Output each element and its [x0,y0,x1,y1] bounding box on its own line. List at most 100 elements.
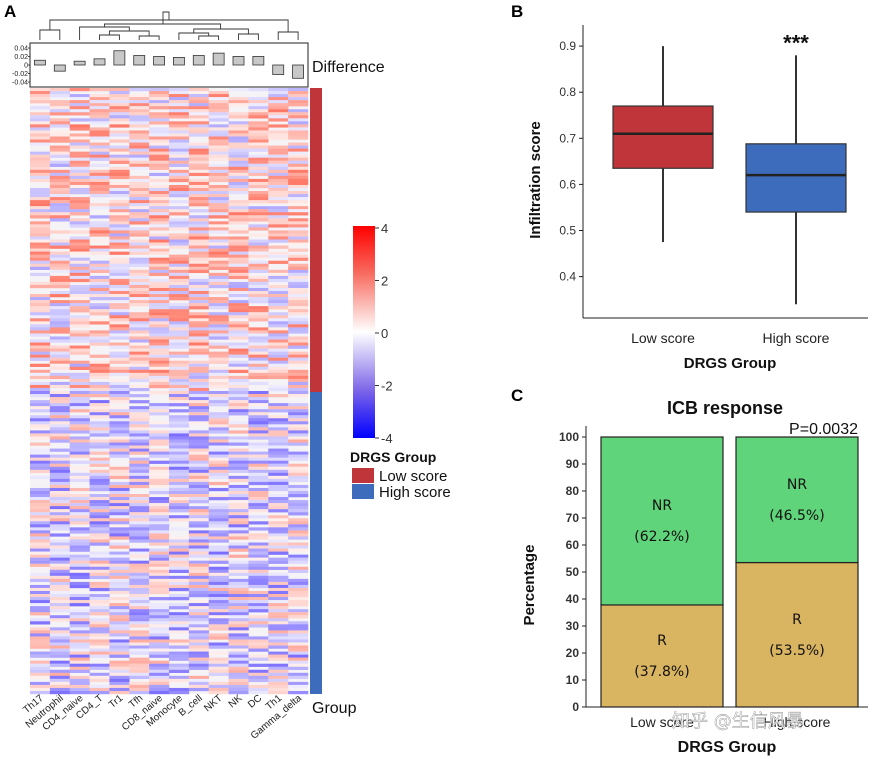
heatmap-cell [268,630,289,634]
heatmap-cell [30,175,51,180]
heatmap-cell [248,312,269,316]
heatmap-cell [228,563,249,567]
heatmap-cell [149,557,170,561]
heatmap-cell [30,675,51,680]
heatmap-cell [228,248,249,252]
heatmap-cell [149,315,170,319]
heatmap-cell [268,278,289,283]
heatmap-cell [268,306,289,310]
heatmap-cell [208,566,229,570]
heatmap-cell [169,157,190,161]
heatmap-cell [208,436,229,440]
heatmap-cell [69,118,90,122]
heatmap-cell [169,554,190,558]
heatmap-cell [208,384,229,389]
heatmap-cell [188,530,210,534]
heatmap-cell [188,254,210,258]
heatmap-cell [169,678,190,683]
heatmap-cell [89,266,110,270]
heatmap-cell [188,648,210,652]
heatmap-cell [109,263,130,267]
heatmap-cell [208,151,229,155]
heatmap-cell [30,466,51,470]
heatmap-cell [228,545,249,549]
heatmap-cell [129,94,150,98]
heatmap-cell [228,469,249,474]
boxplot-y-tick-label: 0.7 [559,131,576,145]
heatmap-cell [288,624,309,628]
heatmap-cell [228,88,249,92]
heatmap-cell [288,372,309,377]
heatmap-cell [268,427,289,431]
heatmap-cell [49,478,71,483]
heatmap-cell [169,148,190,152]
heatmap-cell [188,466,210,470]
heatmap-cell [149,548,170,552]
drgs-group-legend: DRGS Group Low score High score [350,449,451,501]
heatmap-cell [109,221,130,225]
heatmap-cell [248,294,269,298]
heatmap-cell [89,106,110,110]
heatmap-cell [149,675,170,680]
heatmap-cell [69,436,90,440]
heatmap-cell [248,163,269,167]
heatmap-cell [129,515,150,519]
heatmap-cell [30,306,51,310]
heatmap-cell [208,609,229,613]
heatmap-cell [89,587,110,592]
heatmap-cell [30,209,51,213]
heatmap-cell [169,209,190,213]
heatmap-cell [248,594,269,598]
heatmap-cell [268,260,289,264]
heatmap-cell [268,330,289,334]
heatmap-cell [149,157,170,161]
heatmap-cell [49,515,71,519]
heatmap-cell [30,536,51,540]
heatmap-cell [149,127,170,131]
heatmap-cell [69,418,90,422]
heatmap-cell [109,245,130,249]
heatmap-cell [248,548,269,552]
heatmap-cell [109,351,130,355]
heatmap-cell [109,648,130,652]
heatmap-cell [188,566,210,570]
heatmap-cell [188,418,210,422]
heatmap-cell [30,88,51,92]
heatmap-cell [129,142,150,146]
heatmap-cell [268,287,289,292]
heatmap-cell [129,239,150,243]
heatmap-cell [109,630,130,634]
heatmap-cell [208,236,229,240]
heatmap-cell [169,145,190,149]
heatmap-cell [69,381,90,386]
heatmap-cell [248,503,269,507]
heatmap-cell [129,478,150,483]
heatmap-cell [288,681,309,686]
heatmap-cell [188,354,210,358]
heatmap-cell [268,221,289,225]
heatmap-cell [89,381,110,386]
heatmap-cell [169,233,190,237]
heatmap-cell [208,91,229,95]
heatmap-cell [69,669,90,673]
heatmap-cell [188,581,210,586]
heatmap-cell [109,415,130,419]
bar-y-tick-label: 60 [566,538,580,552]
heatmap-cell [30,578,51,583]
heatmap-cell [188,533,210,537]
heatmap-cell [228,678,249,683]
heatmap-cell [30,527,51,531]
heatmap-cell [288,178,309,183]
heatmap-cell [208,306,229,310]
heatmap-cell [288,518,309,522]
heatmap-cell [208,657,229,661]
dendrogram-branch [277,31,299,40]
heatmap-cell [228,506,249,510]
heatmap-cell [30,354,51,358]
heatmap-cell [69,439,90,443]
heatmap-cell [188,578,210,583]
heatmap-cell [208,345,229,349]
heatmap-cell [169,448,190,452]
heatmap-cell [248,621,269,625]
heatmap-cell [69,397,90,401]
